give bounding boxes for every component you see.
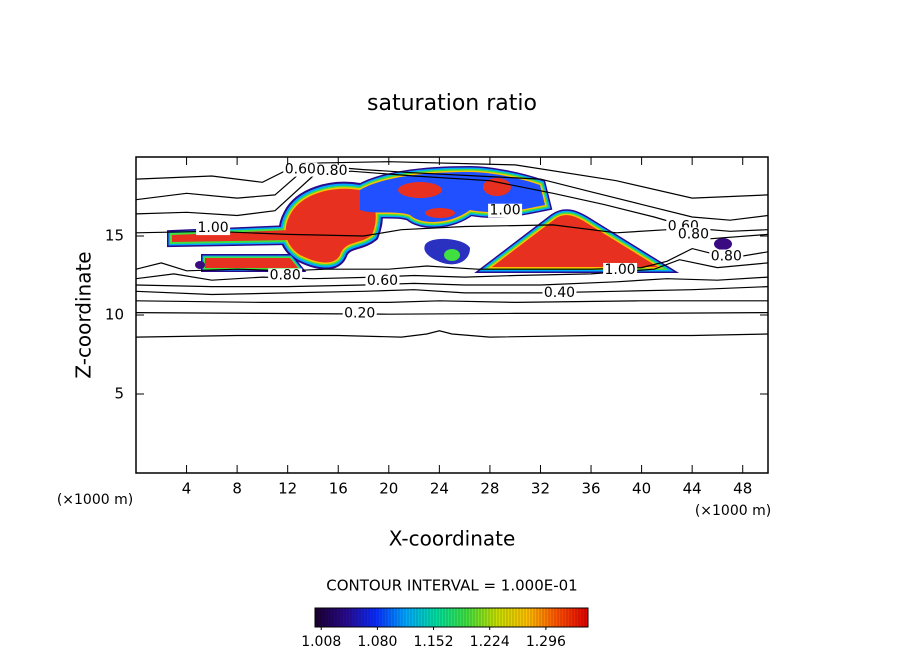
filled-region: [172, 172, 732, 269]
contour-label-bg: [542, 285, 577, 300]
chart-title: saturation ratio: [367, 91, 537, 116]
x-tick-label: 44: [683, 480, 702, 498]
contour-label: 0.80: [711, 249, 742, 265]
y-unit: (×1000 m): [57, 492, 133, 508]
x-unit: (×1000 m): [695, 503, 771, 519]
contour-line: [136, 286, 768, 296]
x-tick-label: 12: [278, 480, 297, 498]
y-tick-label: 10: [105, 306, 124, 324]
contour-line: [136, 247, 768, 272]
contour-label: 0.20: [344, 305, 375, 321]
contour-line: [136, 259, 768, 281]
contour-line: [136, 276, 768, 288]
colorbar-tick-label: 1.080: [357, 634, 397, 650]
contour-line: [136, 312, 768, 315]
x-tick-label: 16: [329, 480, 348, 498]
x-tick-label: 48: [733, 480, 752, 498]
colorbar-fill: [314, 607, 589, 628]
contour-interval: CONTOUR INTERVAL = 1.000E-01: [326, 577, 577, 595]
supersaturation-fill: [172, 172, 732, 269]
colorbar-tick-label: 1.296: [526, 634, 566, 650]
contour-label: 0.60: [367, 273, 398, 289]
contour-label: 1.00: [490, 203, 521, 219]
x-tick-label: 28: [480, 480, 499, 498]
x-tick-label: 32: [531, 480, 550, 498]
x-axis-label: X-coordinate: [389, 527, 516, 551]
y-tick-label: 15: [105, 227, 124, 245]
x-tick-label: 20: [379, 480, 398, 498]
x-tick-label: 24: [430, 480, 449, 498]
contour-labels: 0.200.400.600.80 1.001.001.000.60 0.800.60…: [196, 162, 744, 321]
x-tick-label: 40: [632, 480, 651, 498]
contour-label: 0.80: [678, 226, 709, 242]
contour-label-bg: [268, 268, 303, 283]
contour-label-bg: [488, 203, 523, 218]
contour-label-bg: [365, 274, 400, 289]
y-tick-label: 5: [114, 385, 124, 403]
contour-label: 0.40: [544, 285, 575, 301]
colorbar-tick-label: 1.008: [301, 634, 341, 650]
y-axis-label: Z-coordinate: [72, 251, 96, 378]
contour-label-bg: [342, 306, 377, 321]
contour-label: 1.00: [198, 220, 229, 236]
contour-label-bg: [709, 249, 744, 264]
contour-line: [136, 165, 768, 221]
contour-label-bg: [676, 227, 711, 242]
contour-label: 0.80: [316, 163, 347, 179]
contour-label-bg: [196, 221, 231, 236]
contour-label-bg: [314, 164, 349, 179]
contour-label: 0.80: [270, 268, 301, 284]
contour-label-bg: [283, 162, 318, 177]
colorbar-tick-label: 1.152: [414, 634, 454, 650]
contour-line: [136, 330, 768, 338]
colorbar-tick-label: 1.224: [470, 634, 510, 650]
colorbar: 1.008 1.080 1.152 1.224 1.296: [301, 607, 589, 650]
x-tick-label: 36: [581, 480, 600, 498]
x-tick-label: 4: [182, 480, 192, 498]
contour-label: 0.60: [285, 162, 316, 178]
contour-label: 1.00: [605, 262, 636, 278]
contour-label-bg: [603, 262, 638, 277]
contour-line: [136, 300, 768, 304]
x-tick-label: 8: [232, 480, 242, 498]
